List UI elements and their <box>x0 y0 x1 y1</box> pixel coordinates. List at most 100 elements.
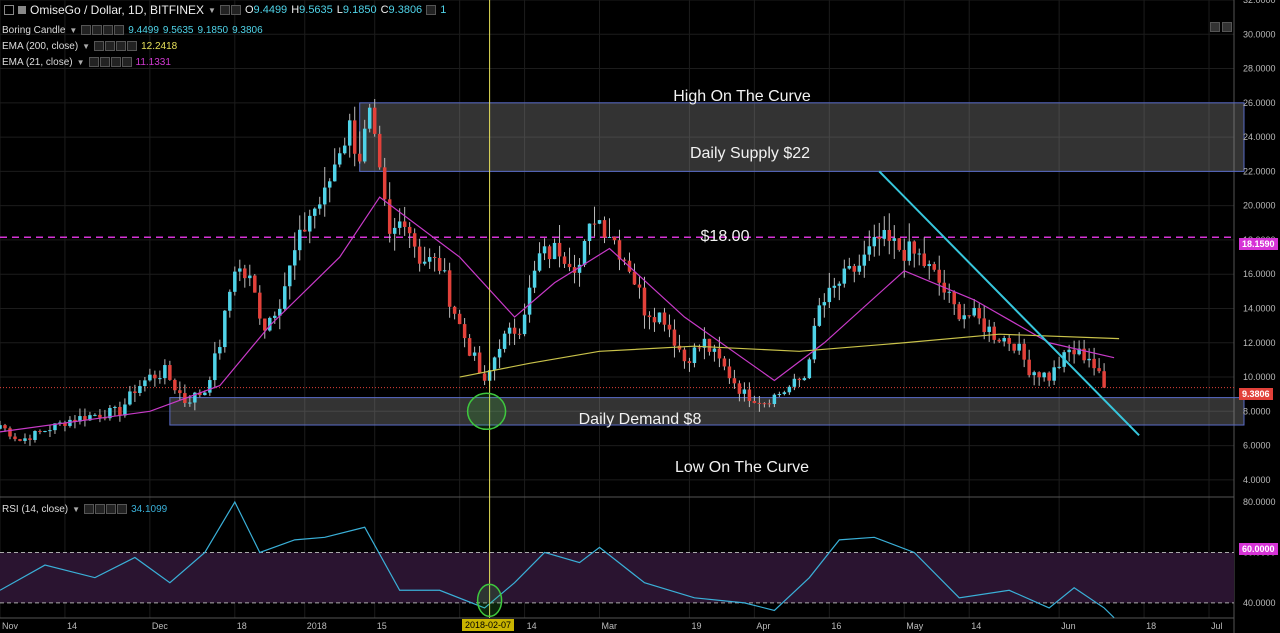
candle <box>862 240 867 278</box>
candle <box>143 377 147 392</box>
candle-body <box>427 257 432 262</box>
eye-icon[interactable] <box>219 5 230 15</box>
scroll-right-icon[interactable] <box>1222 22 1232 32</box>
candle-body <box>327 181 332 188</box>
demand-label: Daily Demand $8 <box>579 411 702 428</box>
candle-body <box>397 221 402 228</box>
candle <box>807 357 812 380</box>
price-tick-label: 4.0000 <box>1243 475 1271 485</box>
eye-icon[interactable] <box>81 25 92 35</box>
candle-body <box>198 392 202 396</box>
candle-body <box>208 380 212 393</box>
candle <box>138 380 142 397</box>
price-tick-label: 22.0000 <box>1243 166 1276 176</box>
rsi-ellipse <box>476 583 503 618</box>
settings-icon[interactable] <box>99 57 110 67</box>
menu-icon[interactable] <box>4 5 14 15</box>
settings-icon[interactable] <box>95 504 106 514</box>
candle-body <box>273 315 277 318</box>
candle-body <box>472 352 477 356</box>
scroll-left-icon[interactable] <box>1210 22 1220 32</box>
candle-body <box>757 402 762 404</box>
eye-icon[interactable] <box>84 504 95 514</box>
eye-icon[interactable] <box>88 57 99 67</box>
symbol-caret-icon[interactable]: ▼ <box>208 5 216 15</box>
rsi-line <box>0 500 1115 619</box>
settings-icon[interactable] <box>105 41 116 51</box>
candle <box>742 382 747 402</box>
remove-icon[interactable] <box>103 25 114 35</box>
candle <box>1022 338 1026 368</box>
candle <box>907 223 912 266</box>
candle-body <box>288 265 292 287</box>
candle-body <box>123 404 127 416</box>
candle-body <box>672 329 677 346</box>
candle-body <box>53 423 57 431</box>
candle <box>837 281 842 301</box>
high-curve-label: High On The Curve <box>673 88 811 105</box>
ohlc-open: O9.4499 <box>244 4 288 16</box>
candle <box>407 222 412 248</box>
candle-body <box>223 310 227 348</box>
alarm-icon[interactable] <box>426 5 437 15</box>
candle <box>832 277 837 298</box>
candle <box>233 266 237 296</box>
candle-body <box>647 315 652 318</box>
candle <box>997 338 1001 343</box>
candle <box>422 246 427 266</box>
candle-body <box>258 292 262 319</box>
candle-caret-icon[interactable]: ▼ <box>69 25 78 35</box>
candle <box>48 424 52 438</box>
candle <box>647 311 652 330</box>
settings-icon[interactable] <box>230 5 241 15</box>
candle <box>43 430 47 433</box>
candle-body <box>787 386 792 393</box>
ema21-caret-icon[interactable]: ▼ <box>76 57 85 67</box>
candle-body <box>1087 358 1091 361</box>
add-icon[interactable] <box>106 504 117 514</box>
close-icon[interactable] <box>127 41 138 51</box>
candle <box>497 339 502 369</box>
candle <box>327 178 332 203</box>
candle-body <box>1017 343 1021 351</box>
rsi-caret-icon[interactable]: ▼ <box>72 504 81 514</box>
candle-body <box>907 241 912 261</box>
symbol-legend: OmiseGo / Dollar, 1D, BITFINEX ▼ O9.4499… <box>0 2 446 18</box>
candle-body <box>3 425 7 429</box>
candle-body <box>1097 368 1101 372</box>
close-icon[interactable] <box>121 57 132 67</box>
candle-body <box>577 264 582 273</box>
eye-icon[interactable] <box>94 41 105 51</box>
candle <box>947 283 951 303</box>
candle-body <box>477 352 482 374</box>
candle-body <box>737 383 742 394</box>
ema200-caret-icon[interactable]: ▼ <box>82 41 91 51</box>
candle-body <box>682 349 687 362</box>
candle-body <box>163 365 167 379</box>
candle-body <box>597 220 602 224</box>
remove-icon[interactable] <box>116 41 127 51</box>
candle <box>682 347 687 369</box>
candle-body <box>962 315 966 320</box>
settings-icon[interactable] <box>92 25 103 35</box>
candle <box>922 237 926 268</box>
candle <box>532 260 537 294</box>
candle <box>258 285 262 325</box>
candle-body <box>188 402 192 404</box>
candle <box>98 409 102 423</box>
candle-body <box>887 229 892 241</box>
candle-body <box>867 246 872 255</box>
candle <box>817 297 822 327</box>
candle-body <box>73 419 77 422</box>
candle-body <box>667 324 672 330</box>
candle <box>787 385 792 395</box>
candle-body <box>38 431 42 433</box>
candle-body <box>1027 359 1031 376</box>
candle <box>977 303 981 325</box>
add-icon[interactable] <box>110 57 121 67</box>
candle <box>567 247 572 272</box>
close-icon[interactable] <box>117 504 128 514</box>
close-icon[interactable] <box>114 25 125 35</box>
candle <box>552 238 557 260</box>
chart-type-icon[interactable] <box>18 6 26 14</box>
